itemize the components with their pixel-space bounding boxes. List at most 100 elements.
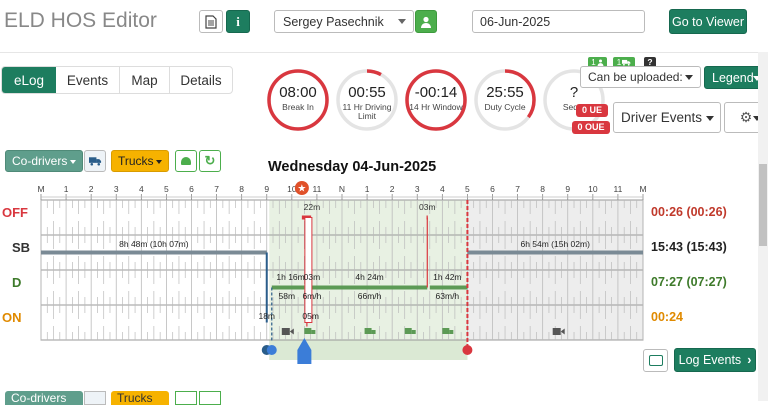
- document-button[interactable]: [199, 10, 223, 33]
- annotation-on-b: 05m: [302, 311, 319, 321]
- android-button-next[interactable]: [175, 391, 197, 405]
- driver-select[interactable]: Sergey Pasechnik: [274, 10, 414, 33]
- hour-label: M: [37, 184, 44, 194]
- annotation-on-a: 18m: [258, 311, 275, 321]
- off-duty-block: [304, 217, 313, 323]
- hour-label: 7: [214, 184, 219, 194]
- shaded-bottom-strip: [269, 340, 468, 360]
- hour-label: 9: [264, 184, 269, 194]
- row-total-d: 07:27 (07:27): [651, 275, 727, 289]
- info-icon: i: [236, 13, 240, 29]
- row-total-on: 00:24: [651, 310, 683, 324]
- android-button[interactable]: [175, 150, 197, 172]
- dial-value: 25:55: [486, 84, 524, 101]
- log-events-button[interactable]: Log Events ›: [674, 348, 756, 372]
- hour-label: 10: [287, 184, 297, 194]
- truck-icon: [404, 328, 416, 334]
- caret-down-icon: [685, 75, 693, 80]
- dial-11-hr-driving-limit: 00:55 11 Hr Driving Limit: [335, 68, 399, 132]
- row-total-off: 00:26 (00:26): [651, 205, 727, 219]
- trucks-button[interactable]: Trucks: [111, 150, 169, 172]
- refresh-button[interactable]: ↻: [199, 150, 221, 172]
- scrollbar-thumb[interactable]: [759, 164, 767, 246]
- can-be-uploaded-select[interactable]: Can be uploaded:: [580, 66, 701, 88]
- row-label-d: D: [12, 275, 22, 290]
- annotation-off-b: 03m: [419, 202, 436, 212]
- caret-down-icon: [156, 160, 162, 164]
- truck-icon: [88, 157, 101, 166]
- dial-label: Break In: [282, 102, 314, 112]
- truck-button-next[interactable]: [84, 391, 106, 405]
- driver-profile-button[interactable]: [415, 10, 437, 33]
- bluetooth-marker-icon: [266, 345, 277, 355]
- hour-label: 6: [189, 184, 194, 194]
- dial-label: Duty Cycle: [484, 102, 526, 112]
- tab-details[interactable]: Details: [180, 72, 222, 88]
- dial-label: 14 Hr Window: [409, 102, 463, 112]
- comment-icon: [648, 355, 663, 366]
- hour-label: 5: [164, 184, 169, 194]
- dial-value: 00:55: [348, 84, 386, 101]
- oue-badge: 0 OUE: [572, 121, 610, 134]
- hour-label: 9: [565, 184, 570, 194]
- hour-label: 11: [313, 184, 322, 194]
- dial-value: 08:00: [279, 84, 317, 101]
- hour-label: 7: [515, 184, 520, 194]
- row-label-off: OFF: [2, 205, 28, 220]
- codrivers-button-next[interactable]: Co-drivers: [5, 391, 83, 405]
- trucks-button-next[interactable]: Trucks: [111, 391, 169, 405]
- question-icon[interactable]: ?: [644, 57, 656, 68]
- can-be-uploaded-label: Can be uploaded:: [588, 70, 683, 84]
- scrollbar[interactable]: [758, 52, 768, 401]
- annotation-d-speed-d: 63m/h: [436, 291, 460, 301]
- date-input-value: 06-Jun-2025: [480, 14, 551, 29]
- dial-label: Seq...: [562, 102, 586, 112]
- header-divider: [0, 52, 768, 53]
- hour-label: 4: [139, 184, 144, 194]
- star-icon: ★: [297, 184, 306, 195]
- driver-select-value: Sergey Pasechnik: [283, 14, 384, 29]
- refresh-icon: ↻: [204, 153, 216, 168]
- go-to-viewer-button[interactable]: Go to Viewer: [669, 9, 747, 34]
- date-input[interactable]: 06-Jun-2025: [472, 10, 645, 33]
- tab-elog[interactable]: eLog: [2, 67, 56, 93]
- hour-label: 4: [440, 184, 445, 194]
- truck-icon: [304, 328, 316, 334]
- time-slider-handle: [297, 338, 312, 364]
- truck-icon: [364, 328, 376, 334]
- hour-label: 11: [614, 184, 623, 194]
- ue-badge: 0 UE: [576, 104, 608, 117]
- refresh-button-next[interactable]: [199, 391, 221, 405]
- codrivers-button[interactable]: Co-drivers: [5, 150, 83, 172]
- end-marker-icon: [462, 345, 473, 355]
- info-button[interactable]: i: [226, 10, 250, 33]
- hour-label: 10: [588, 184, 598, 194]
- hour-label: 6: [490, 184, 495, 194]
- annotation-d-a: 1h 16m: [276, 272, 304, 282]
- dial-value: -00:14: [414, 84, 458, 101]
- uploaded-user-badge: 1: [588, 57, 607, 68]
- dial-14-hr-window: -00:14 14 Hr Window: [404, 68, 468, 132]
- app-title: ELD HOS Editor: [4, 9, 157, 32]
- driver-events-select[interactable]: Driver Events: [613, 102, 721, 133]
- star-marker-icon: [294, 181, 309, 195]
- user-icon: [597, 59, 604, 66]
- chevron-right-icon: ›: [747, 353, 752, 367]
- annotation-d-c: 4h 24m: [355, 272, 383, 282]
- truck-button[interactable]: [84, 150, 106, 172]
- caret-down-icon: [753, 76, 761, 81]
- row-label-sb: SB: [12, 240, 31, 255]
- annotation-sb-a: 8h 48m (10h 07m): [119, 239, 189, 249]
- comment-button[interactable]: [643, 349, 668, 372]
- dial-value: ?: [569, 84, 579, 101]
- tab-events[interactable]: Events: [56, 67, 120, 93]
- dial-duty-cycle: 25:55 Duty Cycle: [473, 68, 537, 132]
- tab-map[interactable]: Map: [120, 67, 170, 93]
- dial-break-in: 08:00 Break In: [266, 68, 330, 132]
- caret-down-icon: [753, 116, 761, 121]
- legend-button[interactable]: Legend: [704, 66, 768, 89]
- hour-label: N: [339, 184, 345, 194]
- caret-down-icon: [70, 160, 76, 164]
- hour-label: 1: [365, 184, 370, 194]
